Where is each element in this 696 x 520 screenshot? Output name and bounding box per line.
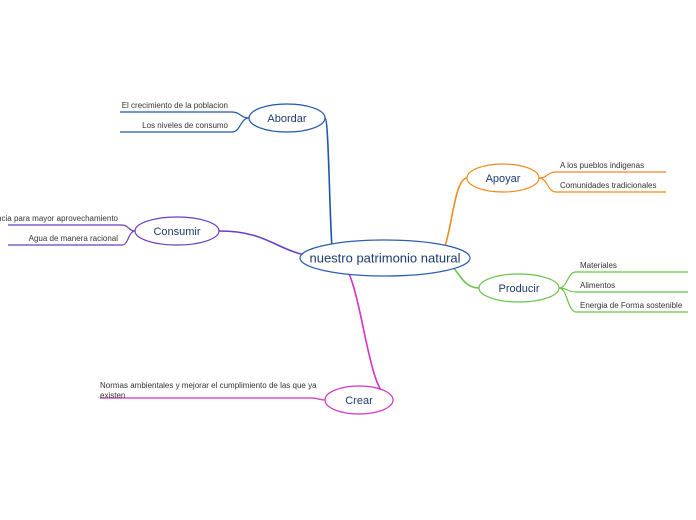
mindmap-canvas: El crecimiento de la poblacion Los nivele… [0, 0, 696, 520]
leaf-text-producir-2: Energia de Forma sostenible [580, 301, 683, 310]
leaf-text-consumir-1: Agua de manera racional [29, 234, 119, 243]
connector-crear [334, 258, 393, 400]
leaf-connector-apoyar-1 [539, 178, 556, 192]
leaf-text-apoyar-0: A los pueblos indigenas [560, 161, 644, 170]
leaf-text-consumir-0: Eficiencia para mayor aprovechamiento [0, 214, 119, 223]
node-label-consumir: Consumir [153, 226, 200, 238]
leaf-text-producir-0: Materiales [580, 261, 617, 270]
leaf-connector-abordar-0 [232, 112, 249, 118]
leaf-text-abordar-0: El crecimiento de la poblacion [122, 101, 228, 110]
connector-abordar [325, 118, 334, 258]
leaf-connector-abordar-1 [232, 118, 249, 132]
leaf-connector-consumir-0 [122, 225, 135, 231]
node-label-crear: Crear [345, 395, 373, 407]
node-label-abordar: Abordar [267, 113, 306, 125]
leaf-connector-consumir-1 [122, 231, 135, 245]
leaf-text-apoyar-1: Comunidades tradicionales [560, 181, 657, 190]
leaf-connector-producir-0 [559, 272, 576, 288]
leaf-connector-crear-0 [312, 398, 325, 400]
leaf-text-producir-1: Alimentos [580, 281, 615, 290]
leaf-connector-apoyar-0 [539, 172, 556, 178]
node-label-producir: Producir [499, 283, 540, 295]
leaf-text-crear-0: Normas ambientales y mejorar el cumplimi… [100, 381, 317, 400]
center-label: nuestro patrimonio natural [309, 250, 460, 265]
node-label-apoyar: Apoyar [486, 173, 521, 185]
leaf-text-abordar-1: Los niveles de consumo [142, 121, 228, 130]
